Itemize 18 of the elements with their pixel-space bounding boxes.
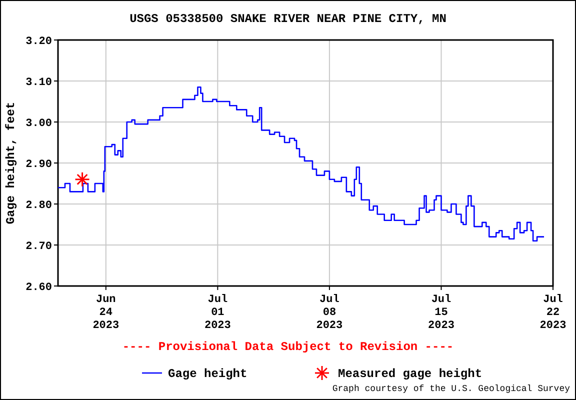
text: Graph courtesy of the U.S. Geological Survey	[332, 384, 571, 394]
x-tick-label: Jul 15 2023	[428, 294, 455, 332]
x-tick-label: Jul 08 2023	[316, 294, 344, 332]
y-tick-label: 3.10	[26, 76, 52, 89]
y-tick-label: 3.20	[26, 36, 52, 48]
y-tick-label: 3.00	[26, 118, 52, 130]
y-tick-label: 2.70	[26, 240, 52, 253]
x-tick-label: Jul 22 2023	[540, 294, 567, 332]
x-tick-label: Jul 01 2023	[204, 294, 232, 332]
legend-label: Measured gage height	[338, 367, 482, 382]
x-tick-label: Jun 24 2023	[92, 294, 120, 332]
y-axis-title: Gage height, feet	[4, 102, 18, 224]
y-tick-label: 2.90	[26, 158, 52, 171]
text: ---- Provisional Data Subject to Revision ----	[122, 340, 454, 354]
y-tick-label: 2.60	[26, 282, 52, 294]
chart-title: USGS 05338500 SNAKE RIVER NEAR PINE CITY, MN	[130, 12, 446, 26]
legend-label: Gage height	[168, 367, 248, 382]
y-tick-label: 2.80	[26, 200, 52, 212]
